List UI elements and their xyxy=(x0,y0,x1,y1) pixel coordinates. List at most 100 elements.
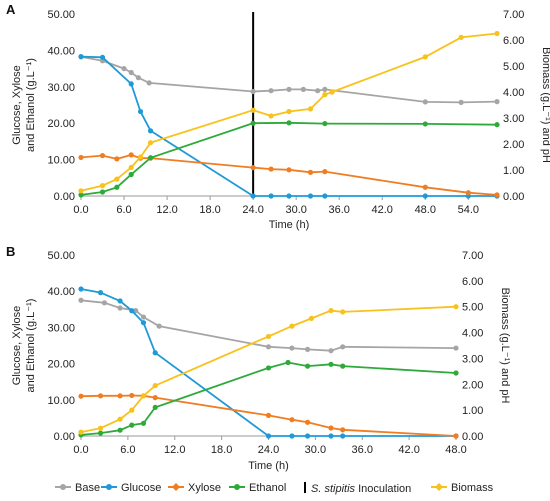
data-point-glucose xyxy=(129,308,135,314)
data-point-xylose xyxy=(97,393,104,399)
data-point-base xyxy=(133,307,139,314)
data-point-xylose xyxy=(128,152,134,158)
data-point-ethanol xyxy=(99,189,106,195)
data-point-base xyxy=(300,86,306,92)
data-point-base xyxy=(494,99,500,105)
data-point-glucose xyxy=(268,193,274,199)
data-point-base xyxy=(121,66,127,72)
data-point-glucose xyxy=(78,53,84,60)
data-point-ethanol xyxy=(285,359,291,366)
data-point-base xyxy=(289,345,295,351)
data-point-xylose xyxy=(307,169,314,175)
data-point-xylose xyxy=(340,427,346,433)
legend-marker-xylose xyxy=(172,483,180,491)
data-point-base xyxy=(117,305,123,311)
y2-tick-label: 5.00 xyxy=(503,61,524,73)
series-line-xylose xyxy=(80,153,498,196)
y-axis-title-line: Glucose, Xylose xyxy=(11,306,23,385)
x-tick-label: 54.0 xyxy=(458,204,479,216)
data-point-glucose xyxy=(289,433,295,439)
data-point-biomass xyxy=(268,113,274,119)
data-point-ethanol xyxy=(140,420,147,426)
data-point-xylose xyxy=(289,417,295,423)
y2-tick-label: 4.00 xyxy=(462,328,483,340)
data-point-base xyxy=(315,88,321,94)
y2-axis-title: Biomass (g.L⁻¹) and pH xyxy=(540,47,550,163)
x-tick-label: 30.0 xyxy=(285,204,306,216)
data-point-xylose xyxy=(152,395,158,401)
y-tick-label: 40.00 xyxy=(47,45,75,57)
data-point-ethanol xyxy=(328,361,334,367)
data-point-xylose xyxy=(304,419,311,425)
legend-label-rest: Inoculation xyxy=(355,483,411,495)
data-point-biomass xyxy=(328,307,334,314)
x-tick-label: 18.0 xyxy=(199,204,220,216)
data-point-biomass xyxy=(308,315,315,321)
data-point-biomass xyxy=(78,188,84,194)
data-point-xylose xyxy=(117,393,123,399)
data-point-base xyxy=(268,88,274,94)
data-point-glucose xyxy=(328,433,334,439)
data-point-xylose xyxy=(453,433,459,439)
y-tick-label: 20.00 xyxy=(47,118,75,130)
x-tick-label: 48.0 xyxy=(415,204,436,216)
data-point-xylose xyxy=(129,392,135,399)
data-point-ethanol xyxy=(250,120,256,126)
data-point-ethanol xyxy=(129,422,135,428)
x-tick-label: 36.0 xyxy=(352,444,373,456)
y-axis-title-line: Glucose, Xylose xyxy=(11,65,23,144)
data-point-base xyxy=(322,86,328,92)
data-point-base xyxy=(304,346,311,352)
data-point-glucose xyxy=(265,433,272,439)
data-point-ethanol xyxy=(494,122,500,128)
y2-tick-label: 1.00 xyxy=(462,405,483,417)
data-point-xylose xyxy=(328,425,334,431)
data-point-base xyxy=(250,88,256,95)
data-point-xylose xyxy=(494,192,500,198)
chart-panel-a: A 0.00 10.00 20.00 30.00 40.00 50.00 0.00 1.00 2.… xyxy=(6,2,550,231)
data-point-ethanol xyxy=(147,155,154,161)
y-axis-title: Glucose, Xylose and Ethanol (g.L⁻¹) xyxy=(11,299,37,393)
panel-label: A xyxy=(6,2,16,17)
y-tick-label: 30.00 xyxy=(47,322,75,334)
y2-tick-label: 0.00 xyxy=(503,191,524,203)
data-point-ethanol xyxy=(322,120,328,127)
x-tick-label: 12.0 xyxy=(164,444,185,456)
legend-label-ethanol: Ethanol xyxy=(249,482,286,494)
y-tick-label: 50.00 xyxy=(47,250,75,262)
y-axis-title: Glucose, Xylose and Ethanol (g.L⁻¹) xyxy=(11,58,37,152)
data-point-base xyxy=(128,69,134,76)
data-point-base xyxy=(340,344,346,350)
legend-label-inoculation: S. stipitis Inoculation xyxy=(311,483,411,495)
data-point-glucose xyxy=(99,54,106,60)
y-tick-label: 10.00 xyxy=(47,155,75,167)
data-point-xylose xyxy=(286,167,292,173)
panel-label: B xyxy=(6,244,15,259)
x-tick-label: 48.0 xyxy=(445,444,466,456)
data-point-base xyxy=(458,99,464,105)
series-line-base xyxy=(80,299,457,352)
data-point-base xyxy=(422,99,428,105)
data-point-xylose xyxy=(250,165,256,171)
data-point-xylose xyxy=(78,154,84,161)
x-tick-label: 30.0 xyxy=(305,444,326,456)
data-point-ethanol xyxy=(97,430,104,436)
y2-tick-label: 5.00 xyxy=(462,302,483,314)
x-tick-label: 42.0 xyxy=(372,204,393,216)
legend-label-xylose: Xylose xyxy=(188,482,221,494)
y2-tick-label: 4.00 xyxy=(503,87,524,99)
data-point-biomass xyxy=(250,107,256,113)
y2-axis-title: Biomass (g.L⁻¹) and pH xyxy=(499,288,511,404)
y2-tick-label: 6.00 xyxy=(503,35,524,47)
legend-marker-base xyxy=(60,484,66,490)
data-point-biomass xyxy=(322,92,328,98)
data-point-base xyxy=(135,75,141,81)
y-axis-title-line: and Ethanol (g.L⁻¹) xyxy=(25,299,37,393)
series-line-glucose xyxy=(80,55,497,197)
series-line-ethanol xyxy=(80,361,457,436)
y2-tick-label: 7.00 xyxy=(462,250,483,262)
data-point-xylose xyxy=(465,190,471,196)
data-point-base xyxy=(140,314,147,320)
